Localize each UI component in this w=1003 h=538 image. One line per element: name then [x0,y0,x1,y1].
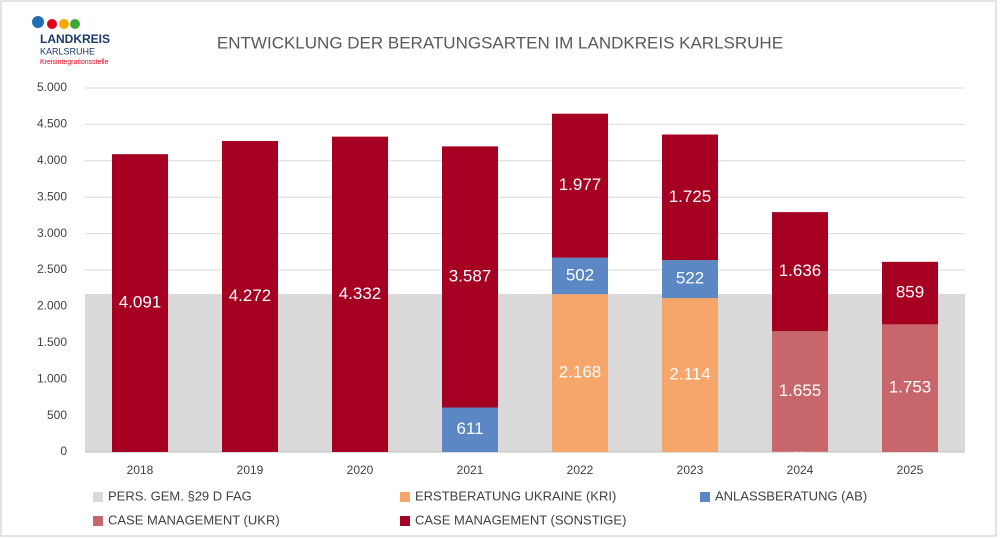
y-tick-label: 4.500 [37,117,67,131]
value-label: 1.725 [669,187,712,206]
legend-label: CASE MANAGEMENT (UKR) [108,512,280,527]
value-label: 1.977 [559,175,602,194]
y-tick-label: 1.000 [37,371,67,385]
x-tick-label: 2019 [237,463,264,477]
x-tick-label: 2025 [897,463,924,477]
bar [772,212,828,332]
logo-unit: Kreisintegrationsstelle [40,59,109,66]
legend-label: CASE MANAGEMENT (SONSTIGE) [415,512,626,527]
value-label: 2.114 [669,365,710,384]
bar [882,324,938,452]
value-label: 1.636 [779,261,822,280]
y-tick-label: 1.500 [37,335,67,349]
x-tick-label: 2021 [457,463,484,477]
bar [552,294,608,452]
y-tick-label: 4.000 [37,153,67,167]
logo-dot [32,16,44,28]
logo-name: LANDKREIS [40,32,110,46]
y-tick-label: 500 [47,408,67,422]
bar [112,154,168,452]
legend-label: ERSTBERATUNG UKRAINE (KRI) [415,488,616,503]
chart-title: ENTWICKLUNG DER BERATUNGSARTEN IM LANDKR… [217,33,783,52]
bar [442,407,498,452]
bar [332,136,388,452]
value-label: 3.587 [449,266,492,285]
y-tick-label: 2.000 [37,299,67,313]
bar [222,140,278,452]
value-label: 502 [566,265,594,284]
y-tick-label: 3.000 [37,226,67,240]
legend-swatch [400,492,410,502]
bar [662,134,718,261]
logo-dot [47,19,57,29]
legend-label: PERS. GEM. §29 D FAG [108,488,252,503]
legend-swatch [93,516,103,526]
y-tick-label: 5.000 [37,80,67,94]
value-label: 1.753 [889,378,932,397]
value-label: 859 [896,283,924,302]
value-label: 522 [676,269,704,288]
bar [662,260,718,299]
bar [552,113,608,258]
legend-swatch [700,492,710,502]
x-tick-label: 2024 [787,463,814,477]
legend-swatch [400,516,410,526]
x-tick-label: 2018 [127,463,154,477]
x-tick-label: 2022 [567,463,594,477]
value-label: 4.091 [119,293,162,312]
bar [882,261,938,325]
x-tick-label: 2020 [347,463,374,477]
legend-swatch [93,492,103,502]
value-label: 611 [456,419,483,438]
area [85,294,965,452]
bar [662,298,718,452]
value-label: 2.168 [559,363,602,382]
value-label: 1.655 [779,381,822,400]
bar [552,257,608,295]
x-tick-label: 2023 [677,463,704,477]
y-tick-label: 0 [60,444,67,458]
value-label: 4.332 [339,284,382,303]
bar [442,146,498,408]
logo-sub: KARLSRUHE [40,46,95,56]
value-label: 4.272 [229,286,272,305]
y-tick-label: 2.500 [37,262,67,276]
legend-label: ANLASSBERATUNG (AB) [715,488,867,503]
logo-dot [59,19,69,29]
logo-dot [70,19,80,29]
y-tick-label: 3.500 [37,189,67,203]
bar [772,331,828,452]
